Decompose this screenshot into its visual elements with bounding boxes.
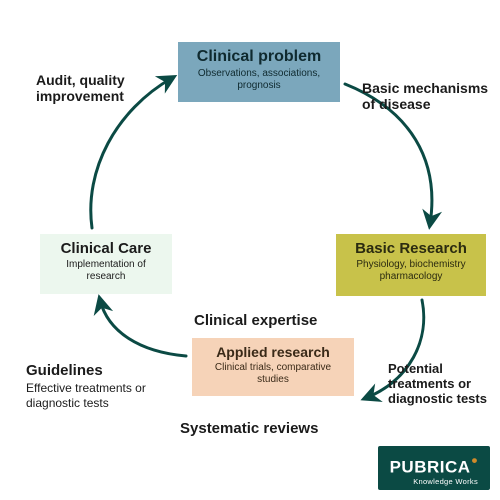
brand-text: PUBRICA: [390, 458, 471, 477]
edge-label-audit: Audit, quality improvement: [36, 72, 156, 104]
node-title: Applied research: [202, 344, 344, 360]
node-subtitle: Observations, associations, prognosis: [188, 68, 330, 92]
edge-label-systematic-reviews: Systematic reviews: [180, 420, 380, 437]
brand-logo: PUBRICA• Knowledge Works: [378, 446, 490, 490]
brand-dot-icon: •: [472, 452, 478, 469]
edge-label-text: Guidelines: [26, 362, 146, 379]
edge-label-text: Clinical expertise: [194, 312, 374, 329]
brand-tagline: Knowledge Works: [390, 478, 478, 486]
edge-label-potential-treatments: Potential treatments or diagnostic tests: [388, 362, 492, 407]
edge-label-clinical-expertise: Clinical expertise: [194, 312, 374, 329]
node-subtitle: Implementation of research: [50, 259, 162, 283]
node-basic-research: Basic Research Physiology, biochemistry …: [336, 234, 486, 296]
brand-name: PUBRICA•: [390, 452, 478, 476]
node-title: Basic Research: [346, 240, 476, 257]
edge-label-subtext: Effective treatments or diagnostic tests: [26, 381, 146, 410]
node-subtitle: Physiology, biochemistry pharmacology: [346, 259, 476, 283]
edge-label-text: Systematic reviews: [180, 420, 380, 437]
node-subtitle: Clinical trials, comparative studies: [202, 362, 344, 386]
edge-label-guidelines: Guidelines Effective treatments or diagn…: [26, 362, 146, 410]
edge-label-text: Potential treatments or diagnostic tests: [388, 362, 492, 407]
node-applied-research: Applied research Clinical trials, compar…: [192, 338, 354, 396]
edge-label-basic-mechanisms: Basic mechanisms of disease: [362, 80, 492, 112]
node-clinical-problem: Clinical problem Observations, associati…: [178, 42, 340, 102]
node-clinical-care: Clinical Care Implementation of research: [40, 234, 172, 294]
edge-label-text: Basic mechanisms of disease: [362, 80, 492, 112]
edge-label-text: Audit, quality improvement: [36, 72, 156, 104]
node-title: Clinical problem: [188, 48, 330, 66]
node-title: Clinical Care: [50, 240, 162, 257]
